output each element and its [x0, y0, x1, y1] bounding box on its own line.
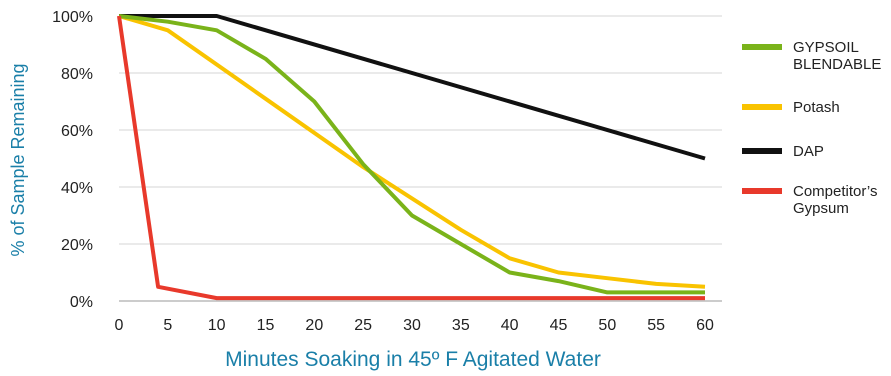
legend-label: GYPSOIL [793, 39, 859, 56]
x-tick-label: 40 [501, 317, 519, 334]
y-tick-label: 0% [70, 294, 93, 311]
legend-label: Competitor’s [793, 183, 877, 200]
legend-swatch [742, 44, 782, 50]
legend-swatch [742, 188, 782, 194]
y-tick-label: 100% [52, 9, 93, 26]
x-tick-label: 30 [403, 317, 421, 334]
y-tick-label: 40% [61, 180, 93, 197]
series-lines [117, 14, 706, 301]
x-tick-label: 50 [598, 317, 616, 334]
x-tick-label: 0 [115, 317, 124, 334]
legend-swatch [742, 104, 782, 110]
x-tick-label: 35 [452, 317, 470, 334]
series-line [117, 15, 705, 301]
x-tick-label: 55 [647, 317, 665, 334]
legend-label: DAP [793, 143, 824, 160]
x-tick-label: 45 [550, 317, 568, 334]
y-tick-label: 20% [61, 237, 93, 254]
x-tick-label: 20 [305, 317, 323, 334]
y-tick-label: 60% [61, 123, 93, 140]
series-line [118, 14, 706, 289]
legend-label: Gypsum [793, 200, 849, 217]
x-tick-labels: 0 5 10 15 20 25 30 35 40 45 50 55 60 [115, 317, 714, 334]
legend-label: Potash [793, 99, 840, 116]
x-tick-label: 15 [257, 317, 275, 334]
x-tick-label: 5 [163, 317, 172, 334]
series-line [118, 14, 705, 295]
legend-swatch [742, 148, 782, 154]
x-axis-title: Minutes Soaking in 45º F Agitated Water [225, 348, 601, 371]
series-line [119, 14, 706, 161]
x-tick-label: 25 [354, 317, 372, 334]
y-tick-labels: 0% 20% 40% 60% 80% 100% [52, 9, 93, 311]
x-tick-label: 10 [208, 317, 226, 334]
legend-label: BLENDABLE [793, 56, 881, 73]
y-tick-label: 80% [61, 66, 93, 83]
x-tick-label: 60 [696, 317, 714, 334]
y-axis-title: % of Sample Remaining [8, 63, 28, 256]
